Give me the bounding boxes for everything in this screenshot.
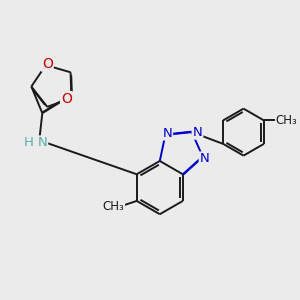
Text: O: O [42, 57, 53, 70]
Text: N: N [193, 126, 202, 139]
Text: N: N [200, 152, 209, 166]
Text: CH₃: CH₃ [102, 200, 124, 213]
Text: O: O [61, 92, 72, 106]
Text: CH₃: CH₃ [276, 114, 298, 127]
Text: N: N [38, 136, 47, 149]
Text: H: H [23, 136, 33, 149]
Text: N: N [162, 127, 172, 140]
